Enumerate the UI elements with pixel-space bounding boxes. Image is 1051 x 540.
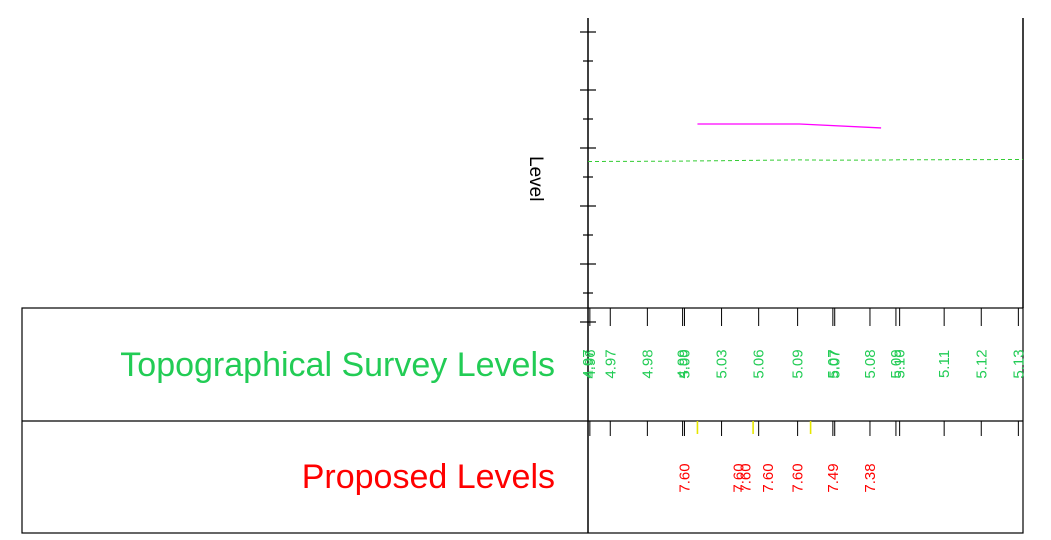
survey-level-line	[587, 159, 1023, 163]
survey-level-value: 5.07	[827, 349, 844, 378]
proposed-level-value: 7.60	[730, 463, 747, 492]
proposed-level-values: 7.60 7.607.60 7.60 7.60 7.49 7.38	[676, 463, 879, 492]
survey-level-values: 4.974.96 4.97 4.98 4.995.00 5.03 5.06 5.09 5.07…	[580, 349, 1027, 378]
survey-level-value: 5.08	[862, 349, 879, 378]
survey-level-value: 5.00	[676, 349, 693, 378]
proposed-level-value: 7.60	[738, 463, 755, 492]
survey-level-value: 4.97	[602, 349, 619, 378]
survey-row-title: Topographical Survey Levels	[120, 346, 555, 384]
proposed-level-value: 7.49	[825, 463, 842, 492]
survey-level-value: 5.06	[751, 349, 768, 378]
survey-band-ticks	[587, 308, 1019, 326]
survey-level-value: 5.11	[936, 350, 953, 378]
survey-level-value: 5.13	[1010, 349, 1027, 378]
y-axis-label: Level	[525, 156, 546, 201]
y-axis-ticks	[580, 31, 596, 323]
proposed-level-value: 7.60	[676, 463, 693, 492]
proposed-row-title: Proposed Levels	[302, 458, 555, 496]
proposed-markers	[696, 421, 812, 434]
proposed-level-value: 7.60	[760, 463, 777, 492]
survey-level-value: 5.09	[888, 349, 905, 378]
band-table	[21, 307, 1024, 534]
survey-level-value: 5.07	[825, 349, 842, 378]
survey-level-value: 5.10	[892, 349, 909, 378]
proposed-level-line	[697, 123, 882, 129]
survey-level-value: 4.96	[582, 349, 599, 378]
proposed-band-ticks	[587, 421, 1019, 436]
survey-level-value: 5.03	[714, 349, 731, 378]
proposed-level-value: 7.38	[862, 463, 879, 492]
survey-level-value: 5.09	[790, 349, 807, 378]
survey-level-value: 4.98	[639, 349, 656, 378]
survey-level-value: 4.97	[580, 349, 597, 378]
survey-level-value: 5.12	[973, 349, 990, 378]
proposed-level-value: 7.60	[790, 463, 807, 492]
survey-level-value: 4.99	[675, 349, 692, 378]
